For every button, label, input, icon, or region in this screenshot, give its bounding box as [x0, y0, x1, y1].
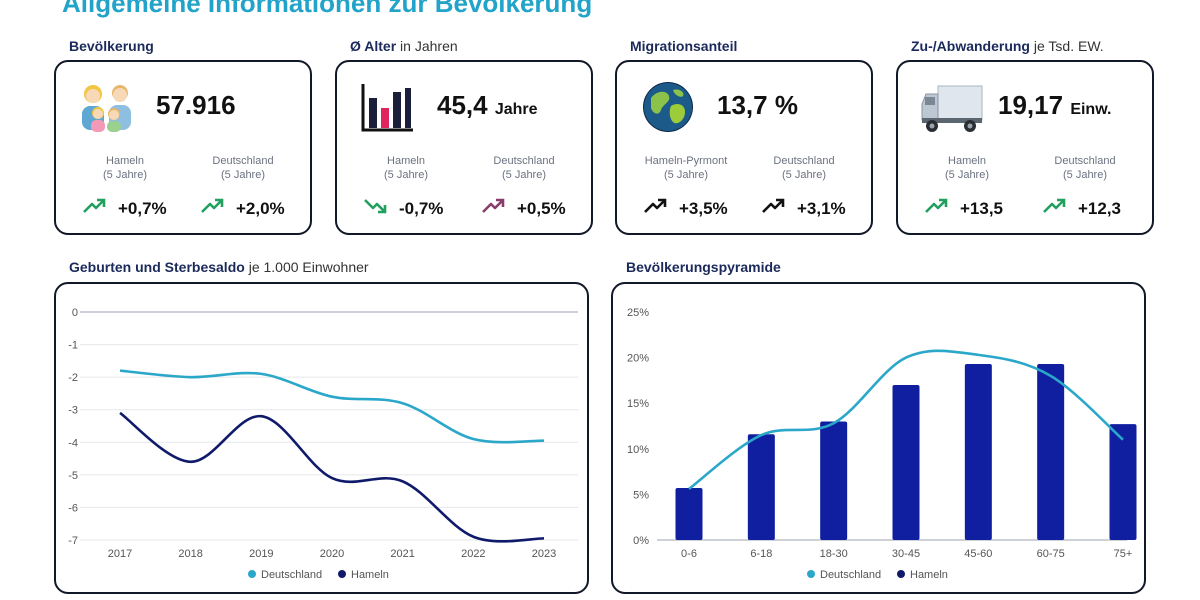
x-tick-label: 18-30 [820, 548, 848, 560]
x-tick-label: 2019 [249, 548, 273, 560]
x-tick-label: 0-6 [681, 548, 697, 560]
y-tick-label: 15% [627, 398, 649, 410]
bar-chart-title: Bevölkerungspyramide [626, 259, 781, 275]
stat-card: 13,7 % Hameln-Pyrmont (5 Jahre) Deutschlan… [615, 60, 873, 235]
legend-marker [807, 570, 815, 578]
right-region-label: Deutschland (5 Jahre) [773, 155, 835, 181]
trend-up-icon [1042, 196, 1068, 221]
left-region-label: Hameln-Pyrmont (5 Jahre) [644, 155, 728, 181]
bar-chart-icon [359, 80, 417, 134]
y-tick-label: -2 [68, 372, 78, 384]
truck-icon [920, 80, 983, 134]
legend-marker [248, 570, 256, 578]
stat-card-title: Bevölkerung [69, 38, 154, 54]
line-chart-title: Geburten und Sterbesaldo je 1.000 Einwoh… [69, 259, 369, 275]
x-tick-label: 60-75 [1037, 548, 1065, 560]
stat-card: 45,4 Jahre Hameln (5 Jahre) Deutschland (5 J… [335, 60, 593, 235]
trend-up-icon [82, 196, 108, 221]
trend-up-icon [200, 196, 226, 221]
right-region-label: Deutschland (5 Jahre) [493, 155, 555, 181]
trend-down-icon [363, 196, 389, 221]
right-trend: +12,3 [1042, 196, 1121, 221]
bar-0-6 [675, 488, 703, 540]
x-tick-label: 2021 [390, 548, 414, 560]
stat-card-title: Migrationsanteil [630, 38, 738, 54]
right-region-label: Deutschland (5 Jahre) [212, 155, 274, 181]
legend-label: Hameln [910, 569, 948, 581]
left-region-label: Hameln (5 Jahre) [102, 155, 148, 181]
bar-30-45 [892, 384, 920, 540]
x-tick-label: 2018 [178, 548, 202, 560]
left-trend: +13,5 [924, 196, 1003, 221]
bar-chart: 25% 20% 15% 10% 5% 0% 0-6 6-18 18-30 30-45 45-60 60… [627, 307, 1137, 581]
legend-label: Hameln [351, 569, 389, 581]
right-trend: +0,5% [481, 196, 566, 221]
series-line-deutschland [688, 349, 1124, 490]
x-tick-label: 2023 [532, 548, 556, 560]
stat-card: 19,17 Einw. Hameln (5 Jahre) Deutschland (5 … [896, 60, 1154, 235]
bar-45-60 [964, 363, 992, 540]
y-tick-label: -5 [68, 470, 78, 482]
left-region-label: Hameln (5 Jahre) [383, 155, 429, 181]
left-region-label: Hameln (5 Jahre) [944, 155, 990, 181]
line-chart-card: 0 -1 -2 -3 -4 -5 -6 -7 2017 2018 2019 2020 2021 2022 2… [54, 282, 589, 594]
x-tick-label: 2020 [320, 548, 344, 560]
legend-marker [897, 570, 905, 578]
x-tick-label: 45-60 [964, 548, 992, 560]
x-tick-label: 2017 [108, 548, 132, 560]
y-tick-label: 0 [72, 307, 78, 319]
trend-up-icon [643, 196, 669, 221]
y-tick-label: 0% [633, 535, 649, 547]
series-line-hameln [119, 411, 545, 543]
legend-label: Deutschland [820, 569, 881, 581]
x-tick-label: 75+ [1114, 548, 1133, 560]
y-tick-label: -6 [68, 502, 78, 514]
left-trend: -0,7% [363, 196, 443, 221]
y-tick-label: 5% [633, 489, 649, 501]
y-tick-label: -3 [68, 405, 78, 417]
y-tick-label: 25% [627, 307, 649, 319]
bar-18-30 [820, 421, 848, 540]
x-tick-label: 30-45 [892, 548, 920, 560]
x-tick-label: 2022 [461, 548, 485, 560]
line-chart: 0 -1 -2 -3 -4 -5 -6 -7 2017 2018 2019 2020 2021 2022 2… [68, 307, 578, 581]
y-tick-label: -1 [68, 340, 78, 352]
x-tick-label: 6-18 [750, 548, 772, 560]
series-line-deutschland [119, 369, 545, 444]
y-tick-label: 10% [627, 444, 649, 456]
stat-value: 57.916 [156, 90, 236, 120]
stat-card-title: Zu-/Abwanderung je Tsd. EW. [911, 38, 1104, 54]
bar-6-18 [747, 434, 775, 540]
page-title: Allgemeine Informationen zur Bevölkerung [62, 0, 593, 18]
bar-chart-card: 25% 20% 15% 10% 5% 0% 0-6 6-18 18-30 30-45 45-60 60… [611, 282, 1146, 594]
y-tick-label: -4 [68, 437, 78, 449]
stat-value: 19,17 Einw. [998, 90, 1112, 120]
bar-75+ [1109, 424, 1137, 540]
trend-up-icon [761, 196, 787, 221]
y-tick-label: -7 [68, 535, 78, 547]
legend-label: Deutschland [261, 569, 322, 581]
legend-marker [338, 570, 346, 578]
trend-up-icon [924, 196, 950, 221]
right-trend: +2,0% [200, 196, 285, 221]
globe-icon [639, 80, 697, 134]
bar-60-75 [1037, 363, 1065, 540]
stat-card: 57.916 Hameln (5 Jahre) Deutschland (5 Jahr… [54, 60, 312, 235]
left-trend: +0,7% [82, 196, 167, 221]
stat-value: 13,7 % [717, 90, 798, 120]
stat-value: 45,4 Jahre [437, 90, 538, 120]
y-tick-label: 20% [627, 353, 649, 365]
left-trend: +3,5% [643, 196, 728, 221]
stat-card-title: Ø Alter in Jahren [350, 38, 458, 54]
trend-up-icon [481, 196, 507, 221]
family-icon [78, 80, 136, 134]
right-region-label: Deutschland (5 Jahre) [1054, 155, 1116, 181]
right-trend: +3,1% [761, 196, 846, 221]
